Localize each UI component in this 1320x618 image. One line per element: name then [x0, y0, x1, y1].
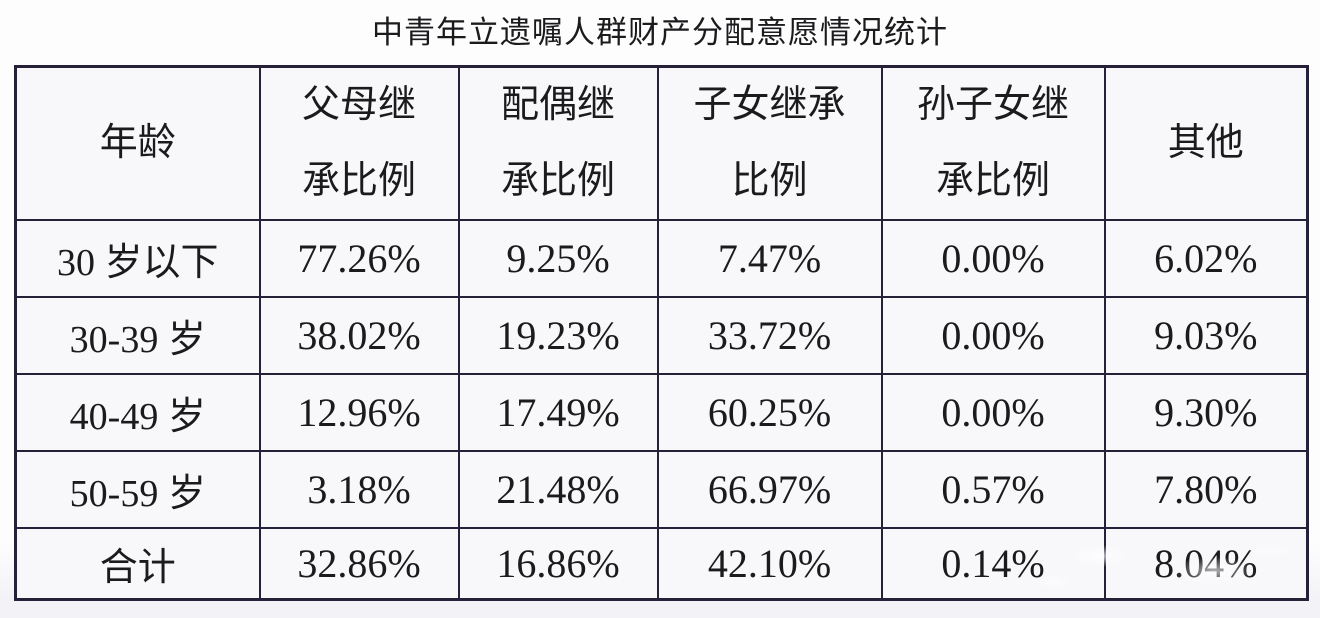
column-header-series-4: 其他: [1103, 65, 1309, 221]
column-header-series-0: 父母继 承比例: [258, 65, 460, 221]
value-cell: 42.10%: [656, 526, 883, 601]
table-row: 30 岁以下 77.26% 9.25% 7.47% 0.00% 6.02%: [14, 218, 1309, 298]
value-cell: 0.57%: [880, 449, 1106, 529]
column-header-line: 承比例: [935, 160, 1050, 203]
row-label: 50-59 岁: [14, 449, 261, 529]
value-cell: 32.86%: [258, 526, 460, 601]
column-header-line: 承比例: [500, 160, 615, 203]
column-header-line: 年龄: [99, 121, 176, 164]
table-row: 40-49 岁 12.96% 17.49% 60.25% 0.00% 9.30%: [14, 372, 1309, 452]
value-cell: 9.25%: [457, 218, 659, 298]
value-cell: 0.00%: [880, 372, 1106, 452]
column-header-lines: 其他: [1106, 68, 1307, 219]
value-cell: 8.04%: [1103, 526, 1309, 601]
column-header-line: 子女继承: [693, 83, 846, 126]
value-cell: 38.02%: [258, 295, 460, 375]
value-cell: 3.18%: [258, 449, 460, 529]
column-header-line: 配偶继: [500, 83, 615, 126]
row-label: 40-49 岁: [14, 372, 261, 452]
column-header-age: 年龄: [14, 65, 261, 221]
value-cell: 66.97%: [656, 449, 883, 529]
table-row: 30-39 岁 38.02% 19.23% 33.72% 0.00% 9.03%: [14, 295, 1309, 375]
column-header-line: 其他: [1167, 121, 1244, 164]
header-row: 年龄 父母继 承比例 配偶继 承比例 子女继承 比例 孙子女继 承比例 其他: [14, 65, 1309, 221]
value-cell: 6.02%: [1103, 218, 1309, 298]
value-cell: 17.49%: [457, 372, 659, 452]
table-row: 50-59 岁 3.18% 21.48% 66.97% 0.57% 7.80%: [14, 449, 1309, 529]
statistics-table: 年龄 父母继 承比例 配偶继 承比例 子女继承 比例 孙子女继 承比例 其他 30 岁以下 77.2…: [14, 65, 1309, 601]
value-cell: 77.26%: [258, 218, 460, 298]
row-label: 合计: [14, 526, 261, 601]
value-cell: 0.00%: [880, 295, 1106, 375]
value-cell: 0.14%: [880, 526, 1106, 601]
value-cell: 33.72%: [656, 295, 883, 375]
value-cell: 7.80%: [1103, 449, 1309, 529]
column-header-lines: 父母继 承比例: [261, 68, 458, 219]
table-header: 年龄 父母继 承比例 配偶继 承比例 子女继承 比例 孙子女继 承比例 其他: [14, 65, 1309, 221]
column-header-series-3: 孙子女继 承比例: [880, 65, 1106, 221]
column-header-series-1: 配偶继 承比例: [457, 65, 659, 221]
table-row: 合计 32.86% 16.86% 42.10% 0.14% 8.04%: [14, 526, 1309, 601]
column-header-line: 比例: [731, 160, 808, 203]
column-header-lines: 孙子女继 承比例: [883, 68, 1104, 219]
value-cell: 60.25%: [656, 372, 883, 452]
table-title: 中青年立遗嘱人群财产分配意愿情况统计: [372, 15, 948, 50]
column-header-series-2: 子女继承 比例: [656, 65, 883, 221]
column-header-lines: 子女继承 比例: [659, 68, 881, 219]
row-label: 30-39 岁: [14, 295, 261, 375]
column-header-lines: 年龄: [17, 68, 259, 219]
row-label: 30 岁以下: [14, 218, 261, 298]
column-header-lines: 配偶继 承比例: [460, 68, 657, 219]
value-cell: 19.23%: [457, 295, 659, 375]
column-header-line: 孙子女继: [916, 83, 1069, 126]
value-cell: 9.30%: [1103, 372, 1309, 452]
value-cell: 9.03%: [1103, 295, 1309, 375]
column-header-line: 父母继: [301, 83, 416, 126]
value-cell: 21.48%: [457, 449, 659, 529]
value-cell: 12.96%: [258, 372, 460, 452]
value-cell: 0.00%: [880, 218, 1106, 298]
value-cell: 16.86%: [457, 526, 659, 601]
column-header-line: 承比例: [301, 160, 416, 203]
value-cell: 7.47%: [656, 218, 883, 298]
